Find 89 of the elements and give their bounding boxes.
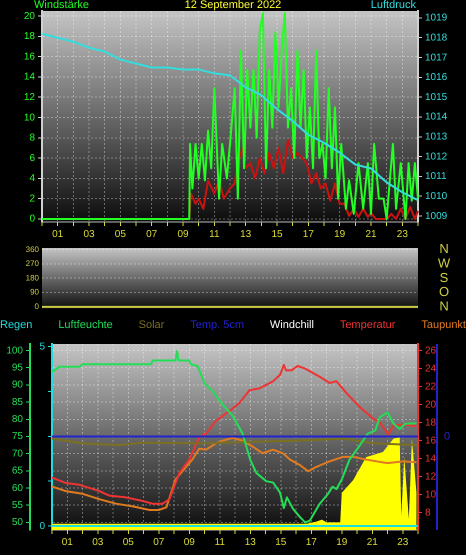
y2-tick-label: 24 (425, 363, 437, 374)
y-tick-label: 4 (29, 173, 36, 184)
y-tick-label: 75 (12, 431, 24, 442)
y2-tick-label: 1019 (425, 12, 448, 24)
x-tick-label: 17 (306, 536, 318, 548)
y2-tick-label: 12 (425, 471, 437, 482)
y2-tick-label: 1013 (425, 132, 448, 143)
y2-tick-label: 1014 (425, 112, 448, 123)
y-tick-label: 360 (26, 244, 40, 254)
y2-axis-title: Luftdruck (370, 0, 416, 11)
text: Regen (0, 319, 32, 331)
x-tick-label: 23 (397, 536, 409, 548)
text: S (440, 270, 449, 285)
text: Taupunkt (421, 319, 466, 331)
y2-tick-label: 1012 (425, 151, 448, 162)
y-tick-label: 6 (29, 152, 36, 164)
x-tick-label: 07 (153, 536, 165, 548)
text: O (438, 284, 450, 300)
y-tick-label: 18 (24, 31, 36, 42)
x-tick-label: 09 (184, 536, 196, 548)
y2-tick-label: 16 (425, 435, 437, 446)
y-tick-label: 12 (24, 92, 36, 103)
annotation: 0 (444, 430, 450, 443)
y2-tick-label: 8 (425, 507, 431, 518)
x-tick-label: 15 (271, 228, 283, 240)
y-tick-label: 100 (6, 345, 24, 356)
y2-tick-label: 1017 (425, 52, 448, 64)
y-tick-label: 50 (12, 517, 24, 528)
x-tick-label: 17 (302, 228, 314, 240)
y-tick-label: 0 (29, 214, 36, 225)
x-tick-label: 21 (366, 536, 378, 548)
y-tick-label: 14 (24, 72, 36, 83)
y2-tick-label: 26 (425, 345, 437, 356)
y-tick-label: 2 (29, 193, 36, 204)
y-tick-label: 90 (30, 288, 40, 297)
x-tick-label: 03 (83, 228, 95, 240)
y-tick-label: 10 (24, 112, 36, 124)
x-tick-label: 01 (62, 536, 74, 548)
y-tick-label: 55 (12, 500, 24, 511)
text: W (438, 255, 451, 270)
x-tick-label: 15 (275, 536, 287, 548)
y2-tick-label: 14 (425, 453, 437, 464)
y-tick-label: 80 (12, 414, 24, 426)
x-tick-label: 07 (146, 228, 158, 240)
y3-tick-label: 5 (39, 341, 46, 352)
y2-tick-label: 1016 (425, 72, 448, 84)
x-tick-label: 09 (177, 228, 189, 240)
y2-tick-label: 1015 (425, 92, 448, 103)
x-tick-label: 01 (52, 228, 64, 240)
y-tick-label: 20 (24, 10, 36, 22)
chart-title: 12 September 2022 (184, 0, 282, 11)
x-tick-label: 11 (209, 228, 220, 240)
y-tick-label: 60 (12, 482, 24, 494)
y-tick-label: 0 (34, 302, 40, 312)
y-tick-label: 180 (26, 273, 40, 282)
y2-tick-label: 22 (425, 381, 437, 392)
x-tick-label: 19 (334, 228, 346, 240)
x-tick-label: 21 (365, 228, 377, 240)
x-tick-label: 05 (114, 228, 126, 240)
x-tick-label: 11 (214, 536, 226, 548)
x-tick-label: 13 (244, 536, 256, 548)
text: Temperatur (340, 319, 396, 331)
y2-tick-label: 1018 (425, 32, 448, 44)
x-tick-label: 19 (336, 536, 348, 548)
y-tick-label: 90 (12, 380, 24, 391)
x-tick-label: 03 (92, 536, 104, 548)
y-tick-label: 8 (29, 132, 36, 144)
y2-tick-label: 1010 (425, 190, 448, 202)
y-tick-label: 70 (12, 448, 24, 460)
y2-tick-label: 10 (425, 489, 437, 500)
x-tick-label: 05 (122, 536, 134, 548)
y2-tick-label: 18 (425, 417, 437, 428)
y-tick-label: 270 (26, 259, 40, 268)
y2-tick-label: 1009 (425, 210, 448, 222)
legend-label: Temp. 5cm (190, 319, 244, 331)
x-tick-label: 13 (240, 228, 252, 240)
text: N (439, 241, 449, 256)
y2-tick-label: 20 (425, 399, 437, 410)
y-tick-label: 95 (12, 362, 24, 374)
y-tick-label: 16 (24, 51, 36, 62)
y-axis-title: Windstärke (34, 0, 90, 11)
legend-label: Windchill (270, 319, 314, 331)
text: N (439, 298, 449, 314)
y-tick-label: 85 (12, 396, 24, 408)
x-tick-label: 23 (396, 228, 408, 240)
text: Luftfeuchte (58, 319, 113, 331)
y-tick-label: 65 (12, 466, 24, 477)
y2-tick-label: 1011 (425, 171, 447, 182)
text: Solar (138, 319, 164, 331)
